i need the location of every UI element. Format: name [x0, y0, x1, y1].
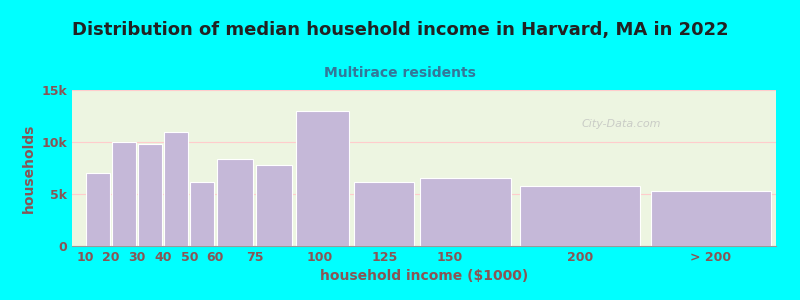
- Bar: [138, 144, 162, 246]
- Bar: [164, 132, 188, 246]
- Bar: [256, 165, 292, 246]
- X-axis label: household income ($1000): household income ($1000): [320, 269, 528, 284]
- Bar: [354, 182, 414, 246]
- Y-axis label: households: households: [22, 123, 36, 213]
- Bar: [521, 186, 641, 246]
- Bar: [420, 178, 511, 246]
- Bar: [651, 191, 770, 246]
- Text: City-Data.com: City-Data.com: [582, 119, 661, 129]
- Bar: [217, 159, 253, 246]
- Text: Multirace residents: Multirace residents: [324, 66, 476, 80]
- Bar: [296, 111, 349, 246]
- Bar: [112, 142, 136, 246]
- Text: Distribution of median household income in Harvard, MA in 2022: Distribution of median household income …: [72, 21, 728, 39]
- Bar: [86, 173, 110, 246]
- Bar: [190, 182, 214, 246]
